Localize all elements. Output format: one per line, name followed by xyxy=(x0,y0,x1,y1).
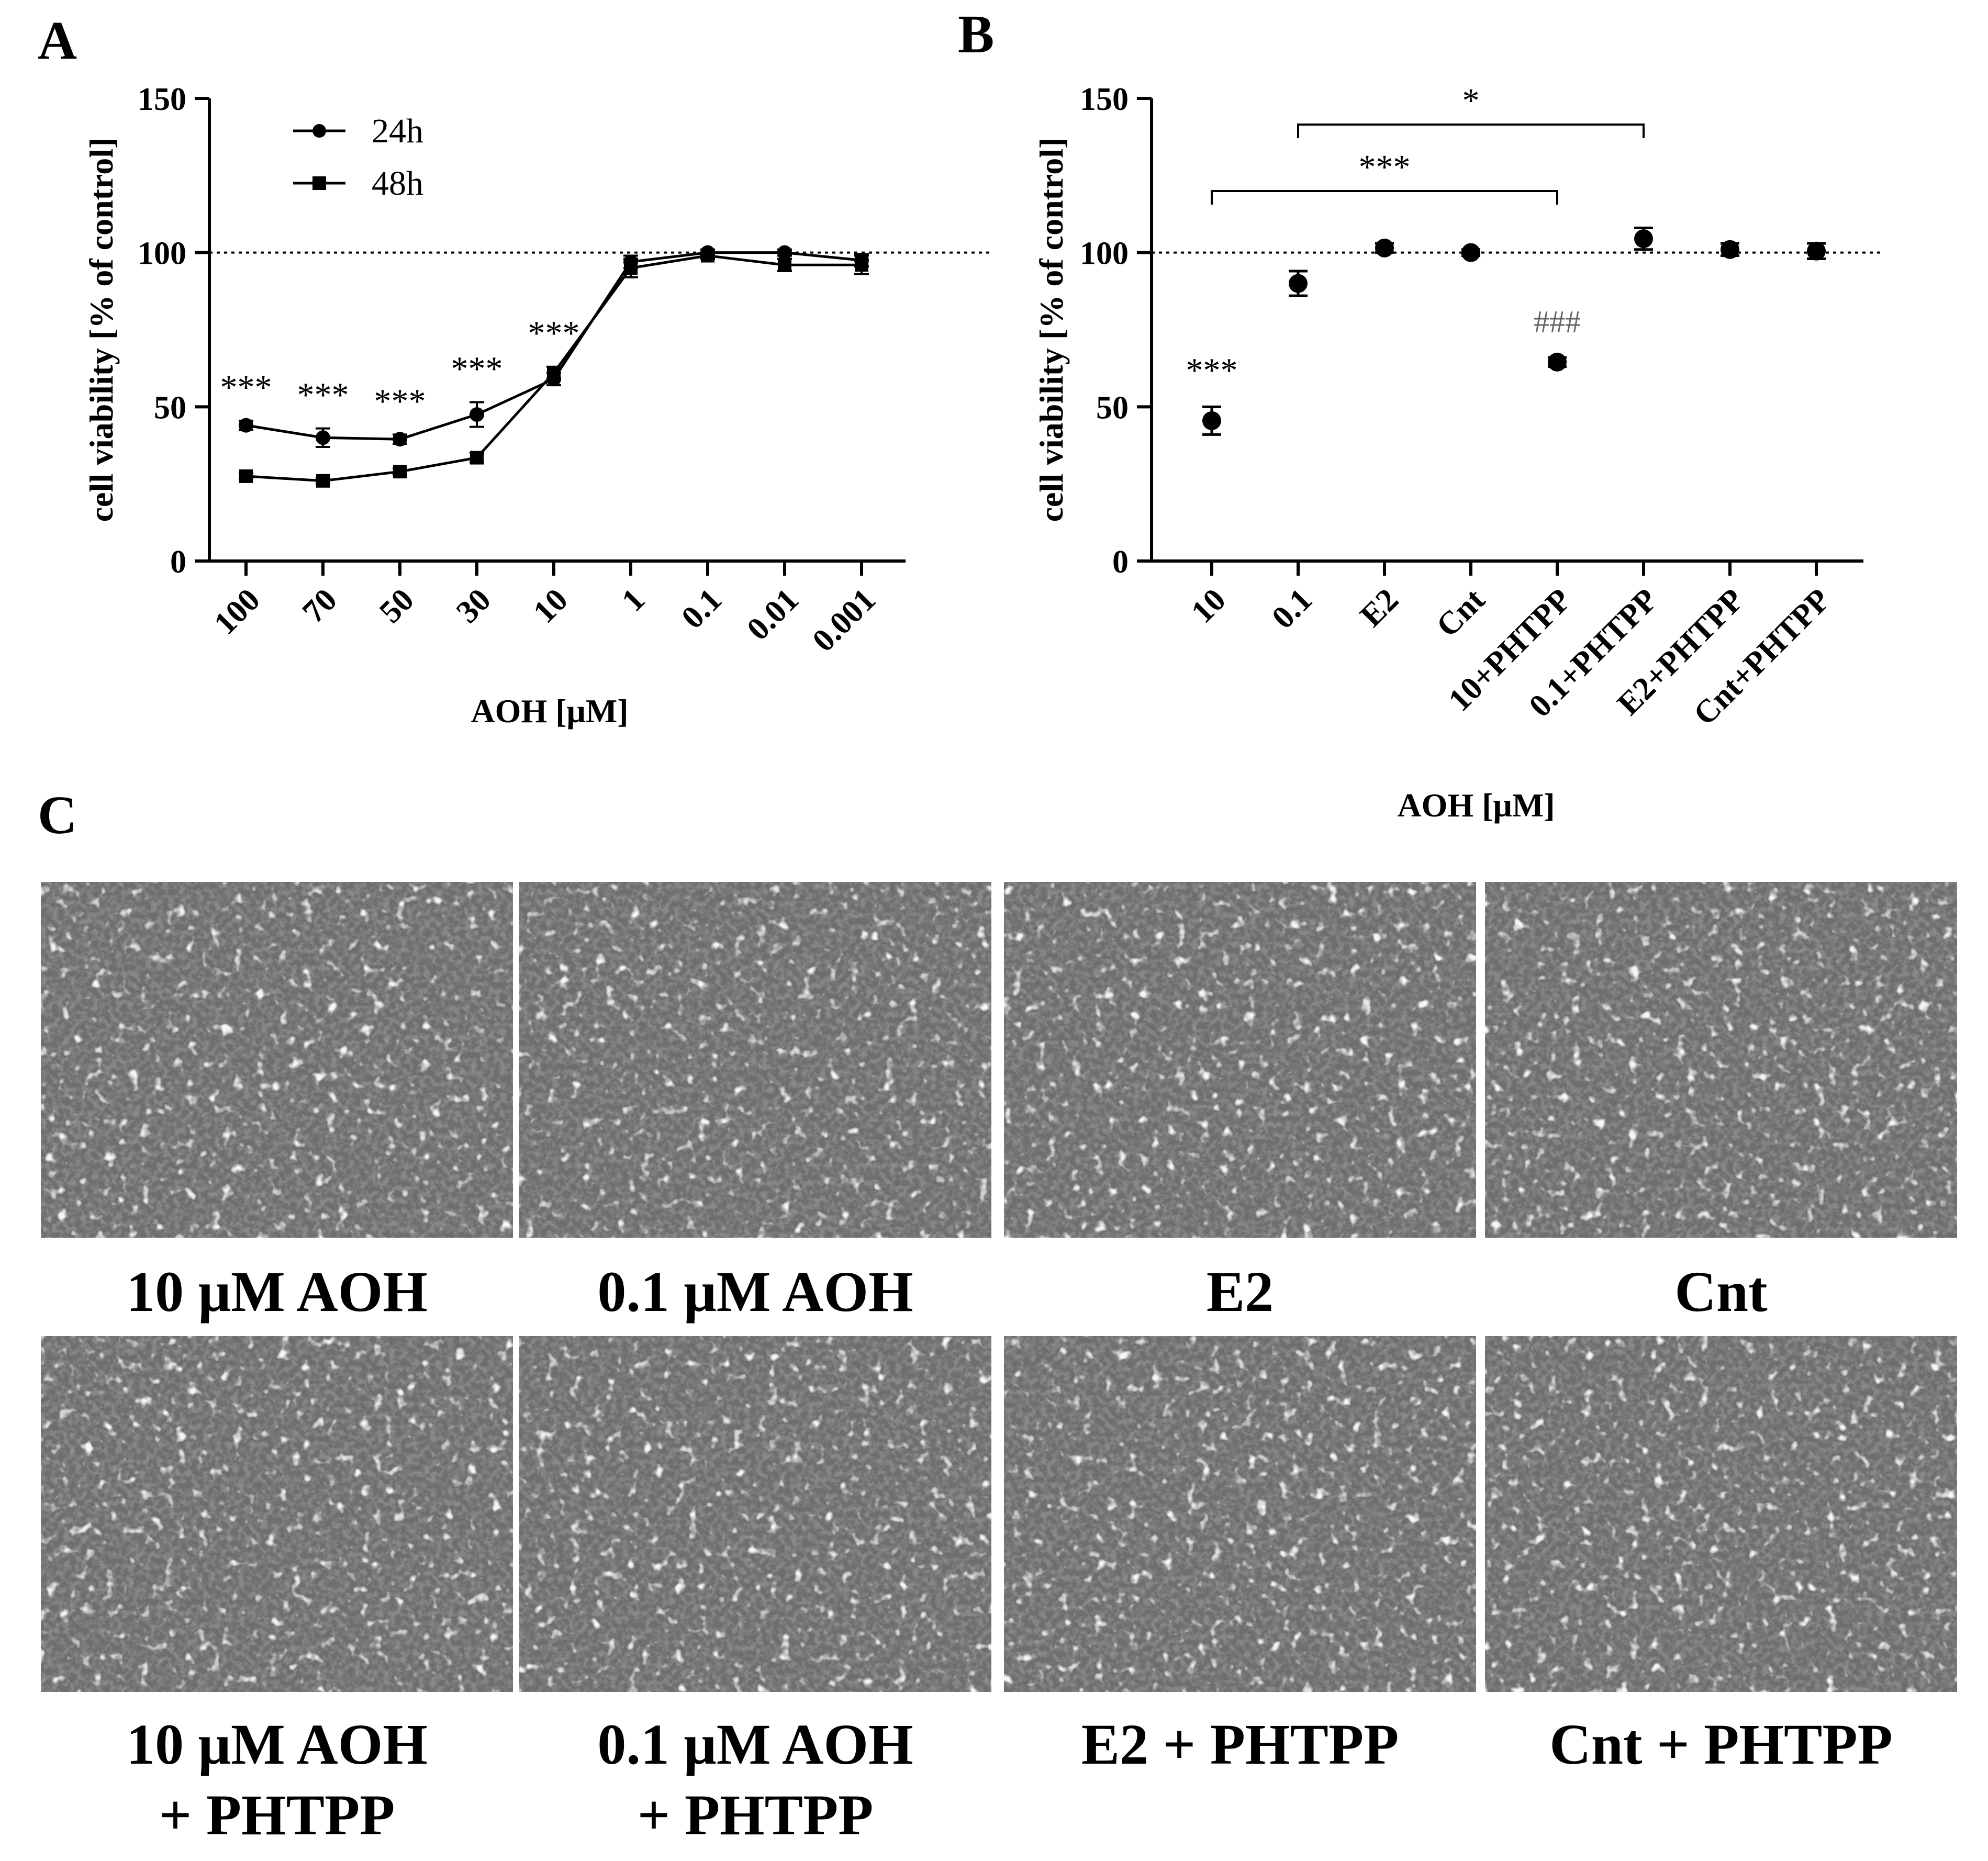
y-tick-label: 0 xyxy=(1112,544,1129,580)
micrograph-caption: 10 μM AOH xyxy=(126,1712,428,1776)
legend-label-48h: 48h xyxy=(372,164,423,203)
micrograph-cells-texture xyxy=(1485,1336,1957,1692)
panel-letter-a: A xyxy=(38,10,77,71)
significance-label: *** xyxy=(528,315,580,353)
bracket-label: *** xyxy=(1359,148,1411,186)
data-point-48h xyxy=(547,366,561,380)
x-tick-label: Cnt xyxy=(1429,582,1492,644)
x-tick-label: 30 xyxy=(450,582,498,630)
micrograph-cells-texture xyxy=(519,882,991,1238)
micrograph-cells-texture xyxy=(1004,882,1476,1238)
data-point-48h xyxy=(701,249,714,263)
panel-letter-c: C xyxy=(38,785,77,845)
y-tick-label: 150 xyxy=(138,82,186,117)
data-point-48h xyxy=(624,261,638,275)
data-point xyxy=(1375,238,1394,257)
micrograph-caption: + PHTPP xyxy=(159,1783,395,1847)
data-point xyxy=(1634,229,1653,249)
significance-label: *** xyxy=(374,382,426,420)
data-point-24h xyxy=(316,430,330,445)
significance-label: *** xyxy=(297,376,349,414)
significance-bracket xyxy=(1211,190,1558,205)
x-axis-title-a: AOH [μM] xyxy=(471,692,628,730)
y-axis-title-b: cell viability [% of control] xyxy=(1033,138,1070,522)
micrograph-cells-texture xyxy=(1485,882,1957,1238)
data-point-48h xyxy=(470,451,484,465)
bracket-label: * xyxy=(1462,82,1480,120)
data-point-24h xyxy=(777,245,792,260)
significance-label: *** xyxy=(451,350,503,388)
micrograph-caption: Cnt + PHTPP xyxy=(1549,1712,1892,1776)
data-point-24h xyxy=(393,432,407,447)
data-point xyxy=(1202,411,1221,430)
micrograph-caption: E2 + PHTPP xyxy=(1081,1712,1399,1776)
data-point xyxy=(1548,352,1567,372)
data-point-48h xyxy=(778,258,791,272)
micrograph-cells-texture xyxy=(519,1336,991,1692)
x-axis-title-b: AOH [μM] xyxy=(1397,787,1555,824)
micrograph-caption: 10 μM AOH xyxy=(126,1260,428,1324)
y-tick-label: 150 xyxy=(1080,82,1129,117)
significance-label: *** xyxy=(220,368,272,407)
legend-marker-24h xyxy=(312,124,326,138)
panel-letter-b: B xyxy=(958,4,994,64)
micrograph-caption: + PHTPP xyxy=(638,1783,874,1847)
y-tick-label: 100 xyxy=(138,236,186,272)
x-tick-label: 10 xyxy=(1185,582,1233,630)
x-tick-label: 10 xyxy=(527,582,575,630)
data-point-24h xyxy=(470,407,484,422)
legend-marker-48h xyxy=(312,176,326,190)
y-tick-label: 100 xyxy=(1080,236,1129,272)
data-point xyxy=(1807,241,1826,261)
data-point-48h xyxy=(316,474,330,488)
micrograph-cells-texture xyxy=(41,1336,513,1692)
micrograph-caption: E2 xyxy=(1207,1260,1274,1324)
x-tick-label: 50 xyxy=(373,582,421,630)
significance-label: ### xyxy=(1534,305,1581,339)
data-point-48h xyxy=(855,258,868,272)
data-point-48h xyxy=(239,469,253,483)
x-tick-label: 0.1 xyxy=(1265,582,1319,636)
micrograph-captions: 10 μM AOH 0.1 μM AOH E2 Cnt 10 μM AOH + PHTPP… xyxy=(126,1260,1893,1847)
x-tick-label: 100 xyxy=(207,582,267,642)
data-point xyxy=(1721,240,1739,259)
chart-a: 0 50 100 150 100 70 50 30 10 1 0.1 0.01 0.001 *** **… xyxy=(83,82,989,730)
legend-a: 24h 48h xyxy=(293,112,423,203)
micrograph-caption: 0.1 μM AOH xyxy=(597,1260,913,1324)
y-tick-label: 50 xyxy=(1096,390,1129,425)
x-tick-label: E2 xyxy=(1354,582,1405,634)
data-point-24h xyxy=(239,418,253,433)
micrograph-caption: 0.1 μM AOH xyxy=(597,1712,913,1776)
x-tick-label: 70 xyxy=(296,582,344,630)
significance-bracket xyxy=(1297,124,1645,138)
micrograph-grid xyxy=(41,882,1957,1692)
x-tick-label: 0.1 xyxy=(675,582,729,636)
micrograph-cells-texture xyxy=(1004,1336,1476,1692)
micrograph-cells-texture xyxy=(41,882,513,1238)
micrograph-caption: Cnt xyxy=(1674,1260,1768,1324)
data-point xyxy=(1461,243,1480,262)
x-tick-label: 0.01 xyxy=(740,582,806,647)
data-point xyxy=(1289,274,1308,293)
y-tick-label: 0 xyxy=(170,544,186,580)
x-tick-label: 1 xyxy=(615,582,652,619)
legend-label-24h: 24h xyxy=(372,112,423,150)
data-point-48h xyxy=(393,465,407,479)
y-axis-title-a: cell viability [% of control] xyxy=(83,138,120,522)
y-tick-label: 50 xyxy=(154,390,186,425)
significance-label: *** xyxy=(1186,351,1238,389)
x-tick-label: 0.001 xyxy=(806,582,883,659)
